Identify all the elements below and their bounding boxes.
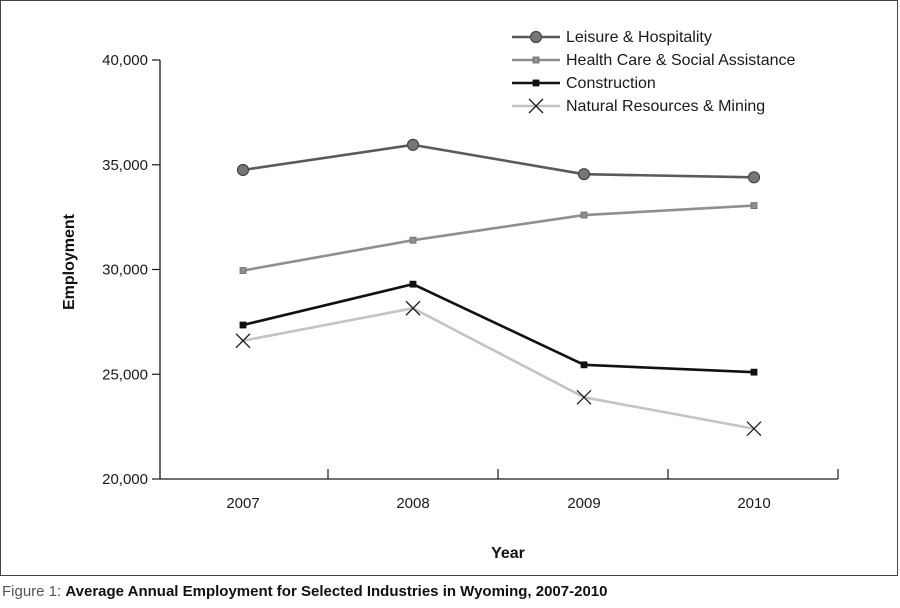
legend-label: Natural Resources & Mining — [566, 98, 765, 115]
x-tick-label: 2007 — [226, 495, 259, 512]
series-line — [242, 282, 755, 374]
x-marker-stroke — [235, 333, 251, 349]
y-tick-label: 40,000 — [102, 52, 148, 69]
caption-prefix: Figure 1: — [2, 583, 66, 600]
series-line — [242, 306, 755, 430]
y-tick-label: 25,000 — [102, 366, 148, 383]
data-point — [235, 333, 251, 349]
legend-marker — [529, 30, 543, 44]
caption-text: Average Annual Employment for Selected I… — [65, 583, 608, 600]
x-axis-title: Year — [491, 545, 525, 562]
y-tick-label: 30,000 — [102, 262, 148, 279]
series-3 — [235, 300, 762, 437]
series-line — [242, 143, 755, 179]
data-point — [747, 171, 761, 184]
data-point — [236, 163, 250, 177]
series-1 — [239, 202, 758, 274]
legend-marker — [532, 79, 540, 87]
legend-entry: Construction — [512, 75, 656, 92]
data-point — [409, 280, 417, 288]
data-point — [239, 267, 247, 274]
axes: 20,000 25,000 30,000 35,000 40,000 2007 2008 20… — [102, 52, 839, 512]
series-layer — [235, 138, 762, 437]
legend-label: Construction — [566, 75, 656, 92]
data-point — [750, 202, 758, 210]
data-point — [577, 168, 591, 181]
legend-entry: Natural Resources & Mining — [512, 98, 765, 115]
series-0 — [236, 138, 761, 184]
series-2 — [239, 280, 758, 376]
x-tick-label: 2009 — [567, 495, 600, 512]
chart-frame — [0, 0, 898, 576]
legend-marker — [532, 56, 540, 64]
x-tick-label: 2008 — [396, 495, 429, 512]
legend-entry: Health Care & Social Assistance — [512, 52, 796, 69]
line-chart: 20,000 25,000 30,000 35,000 40,000 2007 2008 20… — [61, 29, 839, 562]
data-point — [406, 138, 420, 151]
data-point — [580, 361, 588, 369]
legend-entry: Leisure & Hospitality — [512, 29, 712, 46]
series-line — [242, 204, 755, 272]
legend-label: Health Care & Social Assistance — [566, 52, 796, 69]
x-tick-label: 2010 — [737, 495, 770, 512]
x-marker-stroke — [405, 300, 421, 316]
y-axis-title: Employment — [61, 213, 78, 310]
legend: Leisure & Hospitality Health Care & Socia… — [512, 29, 796, 115]
legend-label: Leisure & Hospitality — [566, 29, 712, 46]
data-point — [746, 421, 762, 437]
legend-marker — [528, 98, 544, 114]
x-marker-stroke — [576, 389, 592, 405]
data-point — [750, 368, 758, 376]
data-point — [576, 389, 592, 405]
x-marker-stroke — [528, 98, 544, 114]
x-marker-stroke — [746, 421, 762, 437]
data-point — [239, 321, 247, 329]
figure-caption: Figure 1: Average Annual Employment for … — [2, 583, 607, 600]
y-tick-label: 35,000 — [102, 157, 148, 174]
y-tick-label: 20,000 — [102, 471, 148, 488]
data-point — [405, 300, 421, 316]
data-point — [409, 236, 417, 244]
data-point — [580, 211, 588, 219]
